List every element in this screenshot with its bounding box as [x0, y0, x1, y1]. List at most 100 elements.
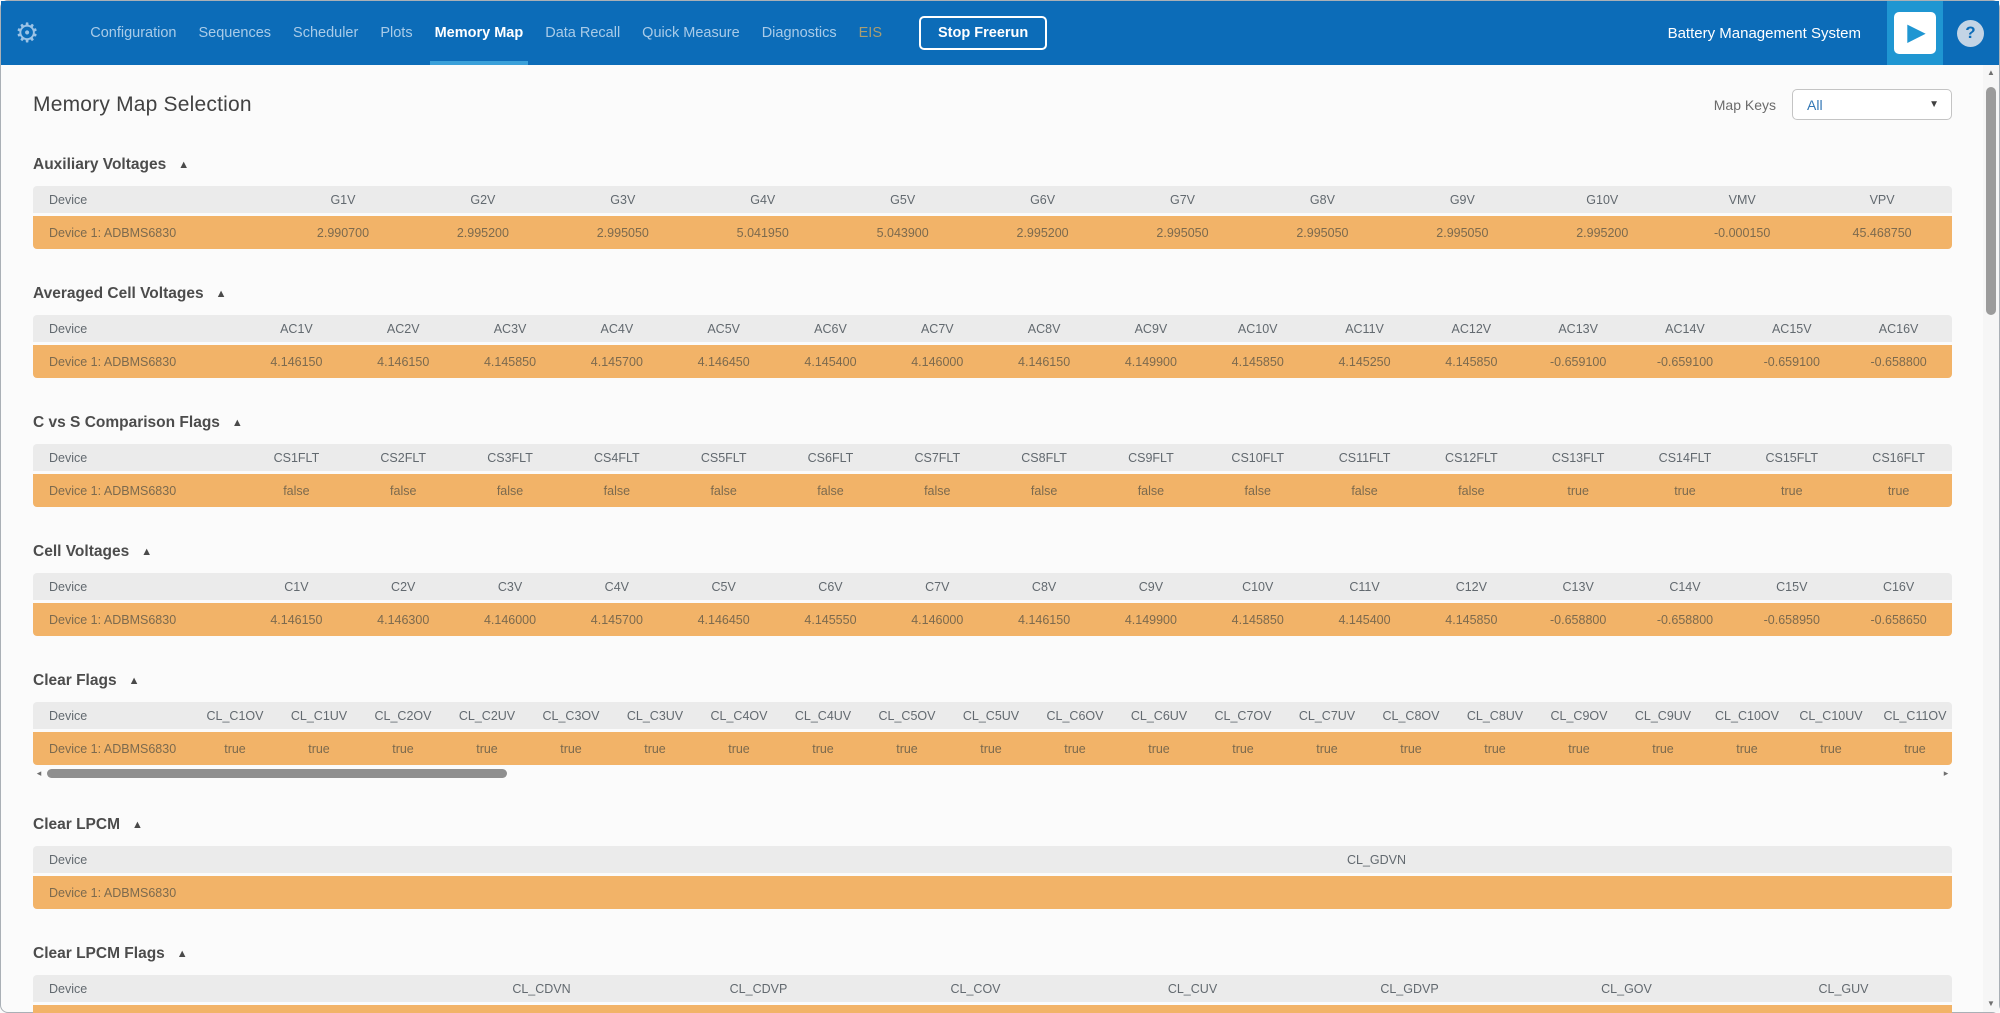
scroll-left-icon[interactable]: ◂: [36, 768, 42, 778]
nav-item-scheduler[interactable]: Scheduler: [293, 25, 359, 41]
collapse-icon[interactable]: ▲: [141, 546, 153, 558]
collapse-icon[interactable]: ▲: [178, 159, 190, 171]
nav-item-configuration[interactable]: Configuration: [90, 25, 177, 41]
collapse-icon[interactable]: ▲: [132, 819, 143, 831]
column-header: CS16FLT: [1872, 450, 1925, 465]
gear-icon[interactable]: ⚙: [15, 17, 40, 48]
collapse-icon[interactable]: ▲: [231, 417, 243, 429]
cell-value: true: [896, 741, 918, 756]
column-header: CL_C7OV: [1214, 708, 1272, 723]
section-clear-lpcm-flags: Clear LPCM Flags ▲ Device CL_CDVN CL_CDVP CL_…: [33, 945, 1952, 1013]
table-header-row: Device G1V G2V G3V G4V G5V G6V G7V G8V G9V G10V VMV…: [33, 186, 1952, 213]
column-header: AC15V: [1771, 321, 1812, 336]
vertical-scrollbar[interactable]: ▲ ▼: [1983, 65, 1999, 1012]
column-header: CL_C8OV: [1382, 708, 1440, 723]
nav-item-eis[interactable]: EIS: [858, 25, 883, 41]
cell-value: false: [710, 483, 737, 498]
nav-item-sequences[interactable]: Sequences: [198, 25, 272, 41]
column-header: AC13V: [1558, 321, 1598, 336]
horizontal-scrollbar-track[interactable]: [45, 768, 1940, 779]
column-header: VPV: [1869, 192, 1895, 207]
horizontal-scrollbar[interactable]: ◂ ▸: [33, 767, 1952, 780]
cell-value: true: [1148, 741, 1170, 756]
cell-value: 4.145850: [1445, 354, 1498, 369]
column-header: VMV: [1728, 192, 1756, 207]
cell-value: false: [1244, 483, 1271, 498]
table-averaged-cell-voltages: Device AC1V AC2V AC3V AC4V AC5V AC6V AC7V AC8V AC…: [33, 315, 1952, 378]
table-header-row: Device CS1FLT CS2FLT CS3FLT CS4FLT CS5FLT CS6F…: [33, 444, 1952, 471]
map-keys-control: Map Keys All ▼: [1714, 89, 1952, 120]
column-header: AC12V: [1451, 321, 1492, 336]
device-cell: Device 1: ADBMS6830: [49, 354, 177, 369]
cell-value: true: [1567, 483, 1589, 498]
column-header: CL_C10UV: [1799, 708, 1863, 723]
table-row[interactable]: Device 1: ADBMS6830 4.146150 4.146150 4.145…: [33, 345, 1952, 378]
column-header: AC1V: [280, 321, 313, 336]
column-header: CS8FLT: [1021, 450, 1067, 465]
cell-value: true: [1064, 741, 1086, 756]
cell-value: false: [390, 483, 417, 498]
table-row[interactable]: Device 1: ADBMS6830: [33, 1005, 1952, 1013]
horizontal-scrollbar-thumb[interactable]: [47, 769, 507, 778]
table-row[interactable]: Device 1: ADBMS6830: [33, 876, 1952, 909]
cell-value: 4.146150: [1018, 612, 1071, 627]
collapse-icon[interactable]: ▲: [176, 948, 188, 960]
cell-value: false: [817, 483, 844, 498]
section-header: C vs S Comparison Flags ▲: [33, 414, 1952, 432]
column-header: CL_C10OV: [1715, 708, 1779, 723]
nav-item-data-recall[interactable]: Data Recall: [545, 25, 621, 41]
top-nav: ⚙ Configuration Sequences Scheduler Plots Me…: [1, 1, 1999, 65]
cell-value: false: [283, 483, 310, 498]
nav-item-memory-map[interactable]: Memory Map: [424, 1, 535, 65]
cell-value: 4.146150: [377, 354, 430, 369]
section-title: Auxiliary Voltages: [33, 156, 167, 173]
nav-item-diagnostics[interactable]: Diagnostics: [761, 25, 837, 41]
nav-item-quick-measure[interactable]: Quick Measure: [642, 25, 740, 41]
column-header: C3V: [497, 579, 523, 594]
cell-value: true: [308, 741, 330, 756]
section-header: Auxiliary Voltages ▲: [33, 156, 1952, 174]
cell-value: true: [1568, 741, 1590, 756]
cell-value: 5.041950: [736, 225, 789, 240]
table-cell-voltages: Device C1V C2V C3V C4V C5V C6V C7V C8V C9V C10V C11…: [33, 573, 1952, 636]
cell-value: false: [1137, 483, 1165, 498]
run-button[interactable]: ▶: [1887, 1, 1943, 65]
column-header: AC9V: [1134, 321, 1168, 336]
table-row[interactable]: Device 1: ADBMS6830 2.990700 2.995200 2.995…: [33, 216, 1952, 249]
collapse-icon[interactable]: ▲: [215, 288, 227, 300]
cell-value: false: [1030, 483, 1058, 498]
cell-value: 4.145400: [804, 354, 857, 369]
column-header: CL_CDVN: [512, 981, 571, 996]
cell-value: true: [1316, 741, 1338, 756]
scroll-down-icon[interactable]: ▼: [1987, 999, 1995, 1008]
column-header: CL_C1OV: [206, 708, 264, 723]
column-header: G7V: [1169, 192, 1195, 207]
cell-value: 2.995200: [456, 225, 509, 240]
scroll-up-icon[interactable]: ▲: [1987, 68, 1995, 77]
vertical-scrollbar-thumb[interactable]: [1986, 87, 1996, 315]
column-header: G8V: [1309, 192, 1335, 207]
nav-item-plots[interactable]: Plots: [380, 25, 413, 41]
section-title: Clear Flags: [33, 672, 117, 689]
cell-value: 4.145850: [1231, 612, 1284, 627]
cell-value: true: [1781, 483, 1803, 498]
scroll-right-icon[interactable]: ▸: [1943, 768, 1949, 778]
stop-freerun-button[interactable]: Stop Freerun: [919, 16, 1048, 50]
cell-value: 4.145850: [483, 354, 537, 369]
cell-value: 4.146000: [483, 612, 537, 627]
table-header-row: Device CL_C1OV CL_C1UV CL_C2OV CL_C2UV CL_C3O…: [33, 702, 1952, 729]
map-keys-selected-value: All: [1807, 96, 1823, 113]
column-header: CS9FLT: [1128, 450, 1174, 465]
cell-value: true: [644, 741, 666, 756]
column-header-device: Device: [49, 708, 88, 723]
column-header: CL_C9OV: [1550, 708, 1608, 723]
cell-value: 2.995050: [1296, 225, 1349, 240]
help-icon[interactable]: ?: [1957, 19, 1984, 47]
column-header: CS12FLT: [1445, 450, 1498, 465]
map-keys-dropdown[interactable]: All ▼: [1792, 89, 1952, 120]
table-row[interactable]: Device 1: ADBMS6830 4.146150 4.146300 4.146…: [33, 603, 1952, 636]
device-cell: Device 1: ADBMS6830: [49, 225, 177, 240]
collapse-icon[interactable]: ▲: [128, 675, 140, 687]
table-row[interactable]: Device 1: ADBMS6830 true true true true true t…: [33, 732, 1952, 765]
table-row[interactable]: Device 1: ADBMS6830 false false false false f…: [33, 474, 1952, 507]
